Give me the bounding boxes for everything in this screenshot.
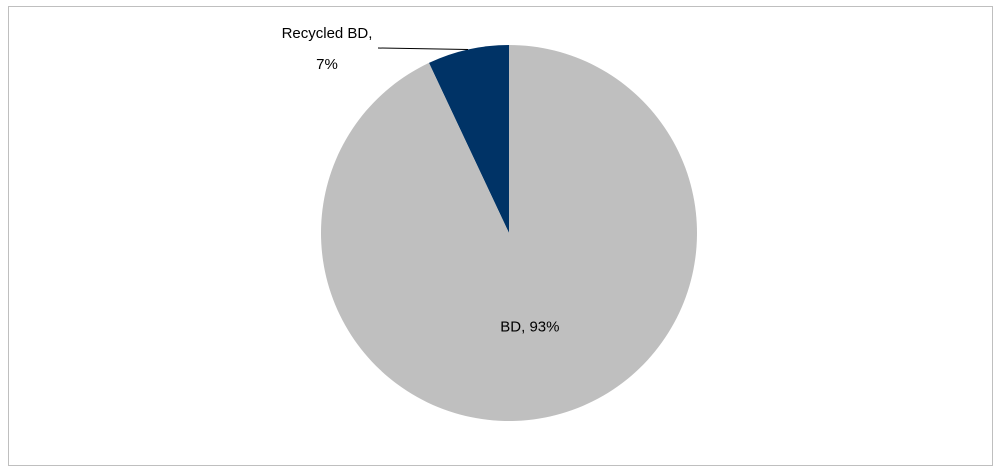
data-label-recycled-bd-name: Recycled BD, <box>282 25 373 42</box>
pie-slice-recycled-bd <box>428 45 509 233</box>
pie-slices <box>320 45 697 421</box>
data-label-bd: BD, 93% <box>500 319 559 336</box>
pie-slice-bd <box>320 45 697 421</box>
leader-line-recycled-bd <box>377 47 468 51</box>
data-label-recycled-bd-value: 7% <box>316 56 338 73</box>
